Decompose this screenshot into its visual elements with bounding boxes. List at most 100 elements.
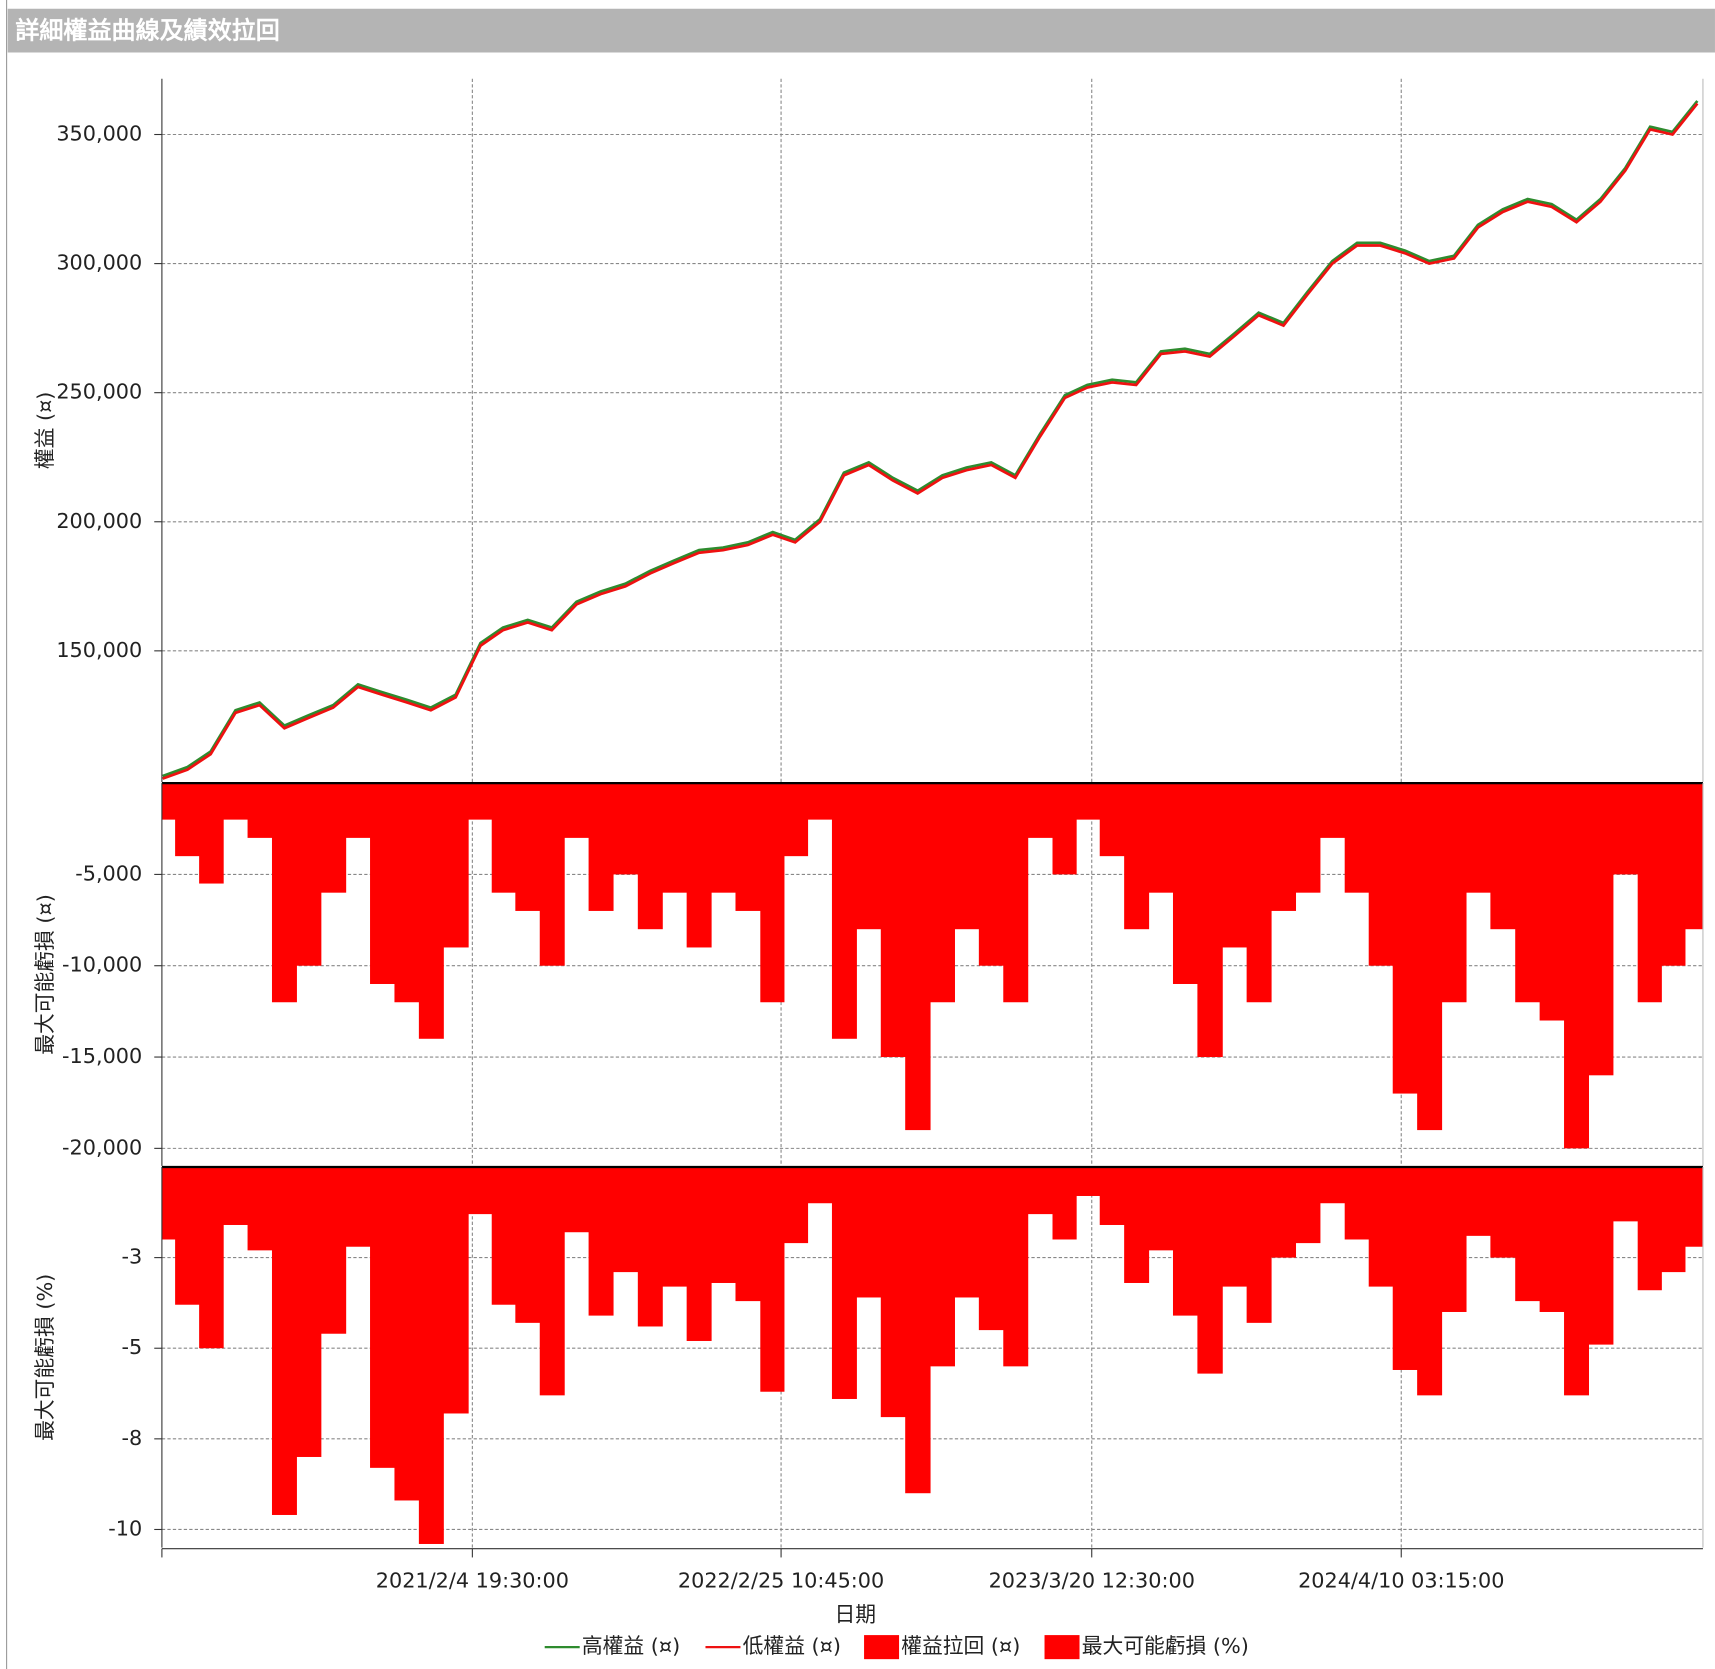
drawdown-bar	[394, 783, 420, 1003]
x-tick-label: 2022/2/25 10:45:00	[678, 1569, 884, 1593]
drawdown-bar	[588, 783, 614, 911]
legend-label: 高權益 (¤)	[582, 1634, 680, 1658]
drawdown-bar	[978, 783, 1004, 966]
drawdown-bar	[418, 1166, 444, 1544]
y-tick-label: 250,000	[56, 380, 142, 404]
y-tick-label: 200,000	[56, 509, 142, 533]
legend-swatch	[864, 1635, 900, 1660]
x-tick-label: 2021/2/4 19:30:00	[376, 1569, 569, 1593]
x-axis-title: 日期	[835, 1602, 877, 1626]
drawdown-bar	[271, 1166, 297, 1515]
drawdown-bar	[1515, 783, 1541, 1003]
drawdown-bar	[1490, 1166, 1516, 1258]
drawdown-bar	[345, 1166, 371, 1247]
drawdown-bar	[1027, 783, 1054, 838]
drawdown-bar	[1052, 1166, 1077, 1240]
drawdown-bar	[1246, 783, 1272, 1003]
drawdown-bar	[175, 783, 200, 857]
header-bar	[7, 8, 1715, 53]
drawdown-bar	[1465, 783, 1491, 893]
drawdown-bar	[1148, 783, 1174, 893]
drawdown-bar	[711, 1166, 737, 1283]
drawdown-bar	[735, 783, 761, 911]
drawdown-bar	[1441, 1166, 1467, 1312]
drawdown-bar	[370, 783, 396, 984]
drawdown-bar	[394, 1166, 420, 1501]
drawdown-bar	[296, 783, 322, 966]
drawdown-bar	[686, 1166, 712, 1341]
drawdown-bar	[1392, 1166, 1418, 1370]
equity-line	[162, 102, 1699, 780]
drawdown-bar	[1197, 783, 1223, 1058]
drawdown-bar	[880, 1166, 906, 1418]
drawdown-bar	[161, 1166, 176, 1240]
drawdown-bar	[831, 783, 857, 1039]
drawdown-bar	[760, 783, 785, 1003]
drawdown-bar	[954, 1166, 980, 1298]
drawdown-bar	[491, 783, 516, 893]
drawdown-bar	[1515, 1166, 1541, 1302]
drawdown-bar	[199, 1166, 224, 1349]
drawdown-bar	[1076, 1166, 1101, 1196]
y-axis-title: 最大可能虧損 (¤)	[33, 894, 57, 1055]
drawdown-bar	[1465, 1166, 1491, 1236]
y-tick-label: -10	[108, 1516, 142, 1540]
y-tick-label: -15,000	[62, 1044, 142, 1068]
drawdown-bar	[320, 783, 347, 893]
drawdown-bar	[1392, 783, 1418, 1094]
drawdown-bar	[247, 1166, 273, 1251]
drawdown-bar	[1637, 1166, 1662, 1291]
drawdown-bar	[1490, 783, 1516, 930]
drawdown-bar	[1271, 783, 1297, 911]
drawdown-bar	[1564, 1166, 1590, 1396]
drawdown-bar	[637, 783, 663, 930]
y-tick-label: 150,000	[56, 638, 142, 662]
drawdown-bar	[613, 783, 639, 875]
drawdown-bar	[515, 1166, 541, 1323]
drawdown-bar	[686, 783, 712, 948]
drawdown-bar	[1003, 783, 1029, 1003]
y-axis-title: 最大可能虧損 (%)	[33, 1274, 57, 1441]
chart-title: 詳細權益曲線及績效拉回	[15, 17, 280, 45]
drawdown-bar	[662, 1166, 688, 1287]
legend-label: 低權益 (¤)	[743, 1634, 841, 1658]
drawdown-bar	[1295, 783, 1321, 893]
x-tick-label: 2023/3/20 12:30:00	[989, 1569, 1195, 1593]
drawdown-bar	[613, 1166, 639, 1273]
drawdown-bar	[905, 1166, 931, 1494]
x-tick-label: 2024/4/10 03:15:00	[1298, 1569, 1504, 1593]
drawdown-bar	[1099, 783, 1125, 857]
drawdown-bar	[1319, 783, 1346, 838]
drawdown-bar	[1124, 783, 1150, 930]
drawdown-bar	[1539, 783, 1565, 1021]
drawdown-bar	[831, 1166, 857, 1399]
drawdown-bar	[856, 783, 882, 930]
y-tick-label: -8	[121, 1426, 142, 1450]
drawdown-bar	[1099, 1166, 1125, 1225]
drawdown-bar	[443, 783, 469, 948]
drawdown-bar	[564, 783, 590, 838]
drawdown-bar	[807, 1166, 833, 1204]
y-tick-label: -5	[121, 1335, 142, 1359]
drawdown-bar	[1344, 1166, 1370, 1240]
drawdown-bar	[175, 1166, 200, 1305]
drawdown-bar	[1417, 1166, 1443, 1396]
y-tick-label: -5,000	[75, 861, 142, 885]
drawdown-bar	[418, 783, 444, 1039]
drawdown-bar	[491, 1166, 516, 1305]
drawdown-bar	[1124, 1166, 1150, 1283]
drawdown-bar	[783, 1166, 809, 1244]
legend-label: 最大可能虧損 (%)	[1082, 1634, 1249, 1658]
drawdown-bar	[1637, 783, 1662, 1003]
drawdown-bar	[320, 1166, 347, 1334]
drawdown-bar	[905, 783, 931, 1131]
drawdown-bar	[1246, 1166, 1272, 1323]
drawdown-bar	[735, 1166, 761, 1302]
drawdown-bar	[1222, 1166, 1248, 1287]
drawdown-bar	[161, 783, 176, 820]
drawdown-bar	[223, 783, 249, 820]
drawdown-bar	[662, 783, 688, 893]
drawdown-bar	[564, 1166, 590, 1233]
drawdown-bar	[1172, 783, 1198, 984]
